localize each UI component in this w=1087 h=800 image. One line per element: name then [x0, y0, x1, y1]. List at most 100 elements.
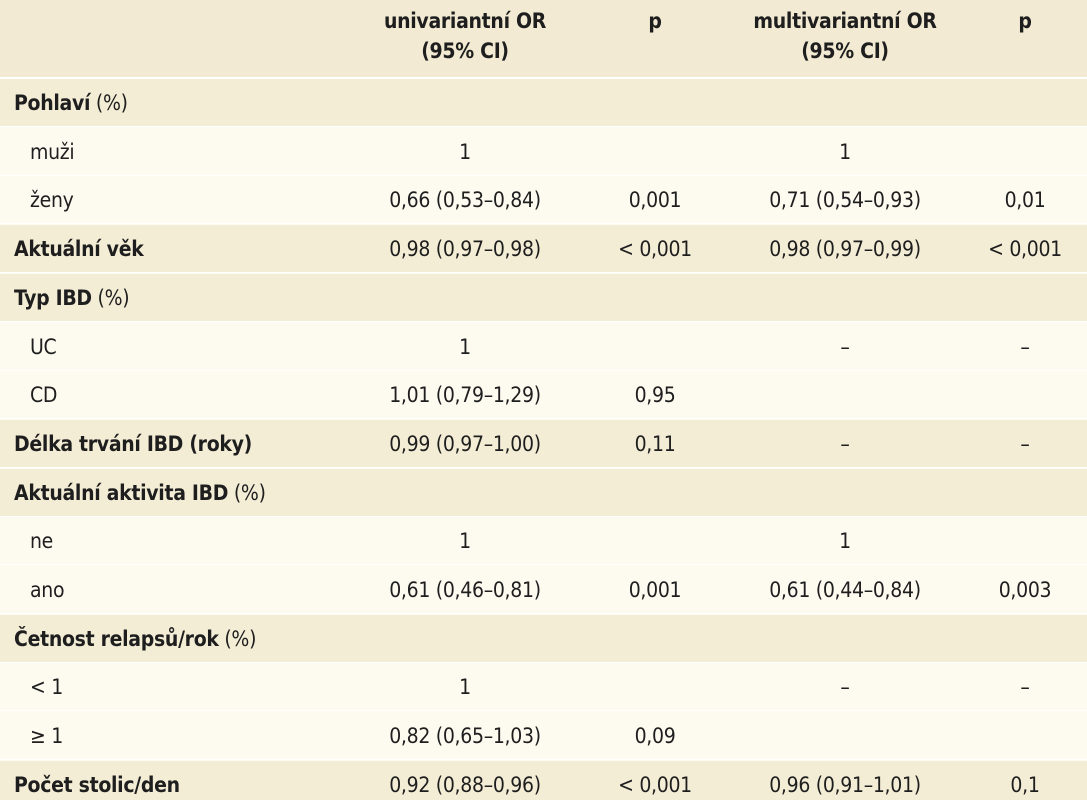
row-label-text: ženy — [30, 188, 74, 213]
univariate-or-cell: 0,66 (0,53–0,84) — [389, 188, 541, 213]
univariate-or-cell — [355, 274, 575, 322]
univariate-p-cell: 0,09 — [634, 724, 676, 749]
header-multivariate-line1: multivariantní OR — [753, 9, 937, 33]
multivariate-or-cell — [735, 615, 955, 663]
row-label-unit: (%) — [90, 91, 128, 115]
row-label-text: Četnost relapsů/rok — [14, 626, 219, 651]
univariate-p-cell — [600, 274, 710, 322]
univariate-or-cell — [355, 469, 575, 517]
univariate-p-cell: 0,11 — [634, 431, 676, 456]
row-label-text: ano — [30, 578, 65, 602]
table-row: Četnost relapsů/rok (%) — [0, 614, 1087, 663]
table-row: UC 1 – – — [0, 322, 1087, 371]
univariate-or-cell: 1 — [459, 334, 471, 359]
univariate-or-cell: 1,01 (0,79–1,29) — [389, 383, 541, 408]
multivariate-p-cell — [970, 274, 1080, 322]
row-label: ženy — [30, 176, 74, 224]
row-label: ano — [30, 566, 65, 614]
row-label-unit: (%) — [228, 480, 266, 505]
univariate-p-cell: < 0,001 — [618, 237, 692, 262]
header-univariate-line1: univariantní OR — [383, 9, 547, 33]
univariate-or-cell: 0,82 (0,65–1,03) — [389, 724, 541, 749]
row-label-text: < 1 — [30, 675, 63, 700]
table-row: ano 0,61 (0,46–0,81) 0,001 0,61 (0,44–0,84)… — [0, 566, 1087, 614]
table-row: Aktuální věk 0,98 (0,97–0,98) < 0,001 0,98 … — [0, 225, 1087, 274]
table-row: Aktuální aktivita IBD (%) — [0, 468, 1087, 517]
multivariate-p-cell — [970, 128, 1080, 176]
multivariate-or-cell — [735, 712, 955, 760]
row-label: CD — [30, 371, 57, 419]
multivariate-p-cell — [970, 371, 1080, 419]
univariate-p-cell: 0,001 — [628, 578, 682, 602]
table-row: Počet stolic/den 0,92 (0,88–0,96) < 0,001 0… — [0, 760, 1087, 800]
table-row: muži 1 1 — [0, 127, 1087, 176]
row-label-text: muži — [30, 139, 75, 164]
univariate-or-cell: 1 — [459, 139, 471, 164]
univariate-p-cell: 0,001 — [628, 188, 682, 213]
row-label: Typ IBD (%) — [14, 274, 130, 322]
row-label: muži — [30, 128, 75, 176]
row-label: ≥ 1 — [30, 712, 63, 760]
univariate-or-cell — [355, 615, 575, 663]
row-label-unit: (%) — [218, 626, 257, 651]
row-label: < 1 — [30, 663, 63, 711]
univariate-or-cell: 1 — [459, 675, 471, 700]
univariate-p-cell — [600, 323, 710, 371]
multivariate-p-cell: – — [1020, 334, 1030, 359]
row-label: Počet stolic/den — [14, 761, 180, 800]
multivariate-p-cell: 0,003 — [998, 578, 1052, 602]
multivariate-p-cell — [970, 712, 1080, 760]
table-row: Pohlaví (%) — [0, 79, 1087, 127]
header-univariate-line2: (95% CI) — [421, 39, 509, 63]
multivariate-or-cell: – — [840, 675, 850, 700]
table-row: ženy 0,66 (0,53–0,84) 0,001 0,71 (0,54–0,93… — [0, 176, 1087, 225]
multivariate-or-cell: – — [840, 334, 850, 359]
multivariate-p-cell — [970, 469, 1080, 517]
row-label: Délka trvání IBD (roky) — [14, 420, 252, 468]
row-label-text: CD — [30, 383, 58, 408]
univariate-or-cell: 0,99 (0,97–1,00) — [389, 431, 541, 456]
row-label: Četnost relapsů/rok (%) — [14, 615, 256, 663]
multivariate-p-cell — [970, 615, 1080, 663]
table-row: Typ IBD (%) — [0, 273, 1087, 322]
row-label: ne — [30, 517, 53, 565]
univariate-p-cell — [600, 79, 710, 127]
header-multivariate: multivariantní OR (95% CI) — [735, 6, 955, 66]
row-label: Aktuální věk — [14, 225, 144, 273]
multivariate-or-cell: 0,61 (0,44–0,84) — [769, 578, 921, 602]
row-label-unit: (%) — [91, 285, 130, 310]
multivariate-p-cell: < 0,001 — [988, 237, 1062, 262]
univariate-p-cell — [600, 128, 710, 176]
univariate-p-cell: < 0,001 — [618, 772, 692, 797]
row-label-text: Typ IBD — [14, 285, 92, 310]
row-label-text: ≥ 1 — [30, 724, 63, 749]
table-row: Délka trvání IBD (roky) 0,99 (0,97–1,00) 0… — [0, 419, 1087, 468]
univariate-or-cell: 1 — [459, 529, 471, 554]
multivariate-or-cell: 0,98 (0,97–0,99) — [769, 237, 921, 262]
multivariate-or-cell: – — [840, 431, 850, 456]
univariate-p-cell — [600, 517, 710, 565]
univariate-p-cell — [600, 615, 710, 663]
multivariate-p-cell — [970, 79, 1080, 127]
table-header: univariantní OR (95% CI) p multivariantn… — [0, 0, 1087, 79]
univariate-p-cell — [600, 469, 710, 517]
multivariate-or-cell: 1 — [839, 139, 851, 164]
univariate-or-cell: 0,92 (0,88–0,96) — [389, 772, 541, 797]
multivariate-or-cell: 1 — [839, 529, 851, 554]
row-label-text: Aktuální věk — [14, 237, 144, 262]
header-multivariate-line2: (95% CI) — [801, 39, 889, 63]
row-label: Aktuální aktivita IBD (%) — [14, 469, 266, 517]
row-label-text: Aktuální aktivita IBD — [14, 480, 229, 505]
row-label-text: Počet stolic/den — [14, 772, 180, 797]
header-univariate: univariantní OR (95% CI) — [355, 6, 575, 66]
univariate-or-cell: 0,98 (0,97–0,98) — [389, 237, 541, 262]
multivariate-or-cell — [735, 274, 955, 322]
header-p-univariate: p — [648, 9, 662, 33]
row-label-text: ne — [30, 529, 54, 554]
multivariate-p-cell: – — [1020, 675, 1030, 700]
multivariate-p-cell: 0,01 — [1004, 188, 1046, 213]
univariate-p-cell — [600, 663, 710, 711]
univariate-p-cell: 0,95 — [634, 383, 676, 408]
table-row: ≥ 1 0,82 (0,65–1,03) 0,09 — [0, 712, 1087, 761]
